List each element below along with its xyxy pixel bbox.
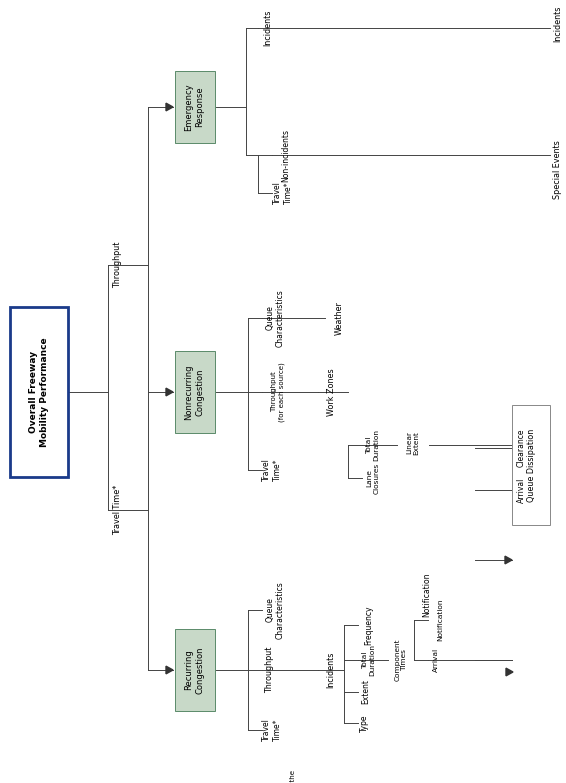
Text: Travel
Time*: Travel Time* [262, 719, 282, 742]
Text: Nonrecurring
Congestion: Nonrecurring Congestion [185, 364, 204, 420]
Text: Work Zones: Work Zones [327, 368, 336, 416]
Text: Arrival: Arrival [433, 648, 439, 672]
Text: Clearance: Clearance [517, 429, 525, 467]
Text: Emergency
Response: Emergency Response [185, 83, 204, 131]
Text: Recurring
Congestion: Recurring Congestion [185, 646, 204, 694]
Text: Incidents: Incidents [554, 5, 563, 42]
Text: Type: Type [359, 714, 368, 732]
Text: Lane
Closures: Lane Closures [367, 463, 379, 493]
Text: Throughput
(for each source): Throughput (for each source) [271, 362, 285, 422]
Text: Frequency: Frequency [365, 605, 374, 644]
Text: Travel
Time*: Travel Time* [273, 182, 293, 204]
Text: Total
Duration: Total Duration [362, 644, 375, 676]
Text: Notification: Notification [437, 599, 443, 641]
Bar [512, 405, 550, 525]
Bar [10, 307, 68, 477]
Text: Arrival: Arrival [517, 478, 525, 503]
Text: Notification: Notification [422, 572, 431, 617]
Text: Non-incidents: Non-incidents [281, 128, 290, 182]
Text: Travel
Time*: Travel Time* [262, 459, 282, 482]
Text: Travel Time*: Travel Time* [114, 485, 122, 535]
Text: Linear
Extent: Linear Extent [406, 431, 419, 455]
Text: Total
Duration: Total Duration [367, 429, 379, 461]
Text: Throughput: Throughput [265, 647, 275, 693]
Bar [174, 351, 215, 433]
Text: Weather: Weather [335, 301, 344, 335]
Bar [174, 629, 215, 711]
Text: Component
Times: Component Times [395, 639, 408, 681]
Text: Incidents: Incidents [327, 651, 336, 688]
Text: Queue
Characteristics: Queue Characteristics [265, 289, 285, 347]
Text: Overall Freeway
Mobility Performance: Overall Freeway Mobility Performance [29, 337, 49, 447]
Polygon shape [166, 103, 173, 111]
Polygon shape [166, 666, 173, 674]
Text: Extent: Extent [362, 680, 371, 705]
Bar [174, 71, 215, 143]
Text: Queue Dissipation: Queue Dissipation [526, 428, 535, 502]
Text: Incidents: Incidents [264, 10, 272, 46]
Text: Throughput: Throughput [114, 242, 122, 288]
Polygon shape [506, 668, 513, 676]
Text: Special Events: Special Events [554, 141, 563, 200]
Text: Queue
Characteristics: Queue Characteristics [265, 581, 285, 639]
Polygon shape [166, 388, 173, 396]
Text: * Travel time refers to any of the
  travel time-based metrics
  discussed in th: * Travel time refers to any of the trave… [290, 770, 311, 783]
Polygon shape [505, 556, 512, 564]
